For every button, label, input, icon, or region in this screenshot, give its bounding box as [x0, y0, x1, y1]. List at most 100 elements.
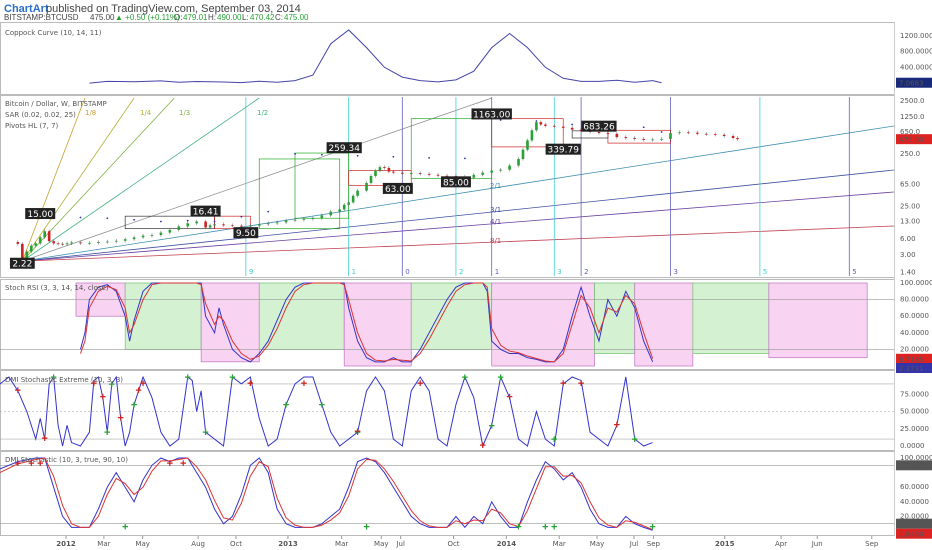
candle-body [284, 220, 288, 223]
x-tick-label: May [135, 540, 149, 548]
cycle-label: 5 [763, 268, 767, 276]
x-tick-label: Jul [395, 540, 405, 548]
pivot-box [294, 152, 350, 219]
price-y-tick: 250.0 [900, 150, 920, 158]
price-last-tag: 475.00 [899, 136, 924, 144]
candle-body [38, 237, 42, 244]
candle-body [374, 170, 377, 176]
pivot-label-bg [440, 176, 471, 188]
buy-marker: + [363, 522, 369, 534]
ohlc-high-label: H: [208, 13, 216, 22]
buy-marker: + [649, 522, 655, 534]
candle-body [633, 137, 637, 139]
stochrsi-y-tick: 80.0000 [900, 296, 929, 304]
sell-marker: + [91, 378, 97, 390]
sar-dot [356, 154, 359, 157]
candle-body [222, 224, 225, 226]
candle-body [208, 225, 212, 228]
brand-link[interactable]: ChartArt [4, 3, 49, 15]
candle-body [34, 243, 38, 246]
candle-body [445, 175, 449, 177]
price-y-tick: 3.00 [900, 251, 916, 259]
sell-marker: + [135, 385, 141, 397]
ohlc-low-value: 470.42 [250, 13, 275, 22]
dmi-extreme-title: DMI Stochastic Extreme (10, 3, 3) [5, 376, 123, 384]
candle-body [61, 243, 64, 245]
pivot-label: 1163.00 [473, 110, 510, 120]
stochrsi-y-tick: 100.0000 [900, 279, 932, 287]
pivot-label: 2.22 [12, 260, 32, 270]
buy-marker: + [185, 372, 191, 384]
x-axis: 2012 Mar May Aug Oct 2013 Mar May Jul Oct 2014 Mar M… [56, 536, 879, 548]
fan-4-1 [22, 191, 895, 262]
buy-marker: + [542, 522, 548, 534]
price-title: Bitcoin / Dollar, W, BITSTAMP [5, 100, 107, 108]
stoch-zone-6 [491, 282, 595, 367]
x-tick-label: Jul [629, 540, 639, 548]
dmx-y-tick: 0.0000 [900, 442, 925, 450]
dmx-y-tick: 25.0000 [900, 425, 929, 433]
x-tick-label: Sep [865, 540, 879, 548]
price-y-tick: 1250.0 [900, 113, 925, 121]
candle-body [29, 245, 33, 252]
candle-body [213, 224, 216, 226]
candle-body [240, 225, 243, 227]
candle-body [579, 129, 583, 131]
dms-upper-tag: 90.0000 [899, 462, 928, 470]
fan-label: 2/1 [490, 182, 501, 190]
candle-body [481, 172, 485, 175]
fan-label: 1/8 [85, 109, 96, 117]
pivot-label-bg [9, 257, 35, 269]
cycle-label: 1 [495, 268, 499, 276]
price-y-tick: 650.0 [900, 128, 920, 136]
price-y-tick: 2500.0 [900, 97, 925, 105]
candle-body [52, 241, 55, 244]
candle-body [365, 182, 368, 191]
candle-body [16, 242, 20, 244]
symbol-label[interactable]: BITSTAMP:BTCUSD [4, 13, 79, 22]
candle-body [678, 132, 681, 134]
x-tick-label: Mar [97, 540, 110, 548]
sar-dot [571, 123, 574, 126]
stoch-zones [75, 282, 868, 367]
candle-body [204, 221, 207, 228]
dms-upper-tag-bg [896, 460, 932, 471]
candle-body [517, 158, 520, 166]
x-tick-label: 2014 [497, 540, 517, 548]
candles [16, 120, 739, 263]
fan-1-3 [22, 97, 175, 262]
candle-body [342, 204, 346, 210]
candle-body [311, 218, 315, 220]
x-tick-label: Oct [230, 540, 242, 548]
candle-body [526, 140, 529, 150]
sell-marker: + [100, 392, 106, 404]
dms-y-tick: 60.0000 [900, 483, 929, 491]
sell-marker: + [15, 385, 21, 397]
candle-body [642, 138, 645, 140]
sell-marker: + [41, 433, 47, 445]
pivot-box [258, 158, 341, 230]
buy-marker: + [632, 434, 638, 446]
candle-body [409, 173, 413, 174]
candle-body [535, 122, 538, 131]
pivot-label: 63.00 [385, 185, 411, 195]
candle-body [392, 171, 395, 173]
candle-body [275, 222, 279, 224]
pivot-label: 259.34 [328, 144, 360, 154]
price-last-tag-bg [896, 134, 932, 145]
sell-marker: + [15, 458, 21, 470]
sar-dot [660, 131, 663, 133]
dms-lower-tag: 10.0000 [899, 521, 928, 529]
stoch-zone-2 [200, 282, 260, 363]
dmi-stoch-d-line [0, 457, 653, 531]
pivot-label: 16.41 [193, 208, 219, 218]
x-tick-label: May [590, 540, 604, 548]
candle-body [731, 136, 735, 138]
coppock-y-tick: 1200.0000 [900, 32, 932, 40]
candle-body [544, 124, 547, 126]
dmx-y-tick: 50.0000 [900, 408, 929, 416]
stochrsi-d-tag-bg [896, 353, 932, 364]
stoch-zone-3 [258, 282, 345, 350]
